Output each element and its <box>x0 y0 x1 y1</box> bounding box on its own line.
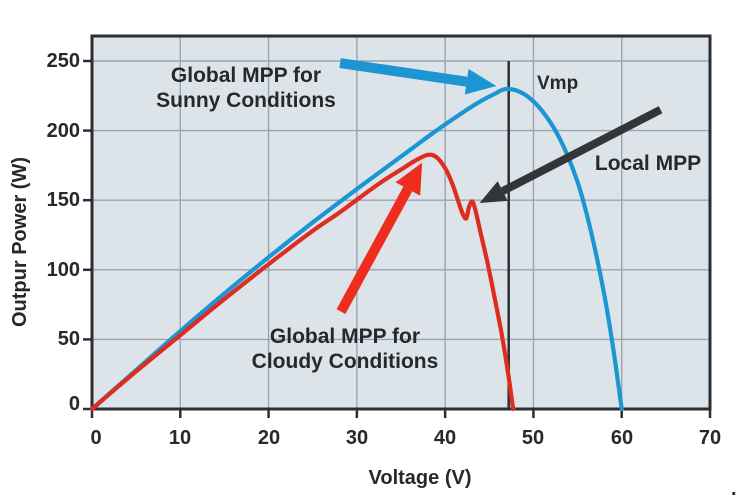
y-tick-label-100: 100 <box>46 259 80 281</box>
x-tick-label-0: 0 <box>90 427 102 449</box>
sunny-mpp-arrow-shaft <box>339 58 468 87</box>
cloudy-mpp-label-line1: Global MPP for <box>269 325 421 348</box>
y-tick-label-0: 0 <box>68 393 80 415</box>
x-tick-label-50: 50 <box>521 427 545 449</box>
sunny-mpp-label-line2: Sunny Conditions <box>156 89 336 112</box>
cloudy-mpp-arrow-head <box>395 162 423 196</box>
sunny-mpp-arrow-head <box>464 68 497 95</box>
x-tick-label-20: 20 <box>257 427 281 449</box>
cloudy-mpp-label: Global MPP for Cloudy Conditions <box>225 324 465 374</box>
y-tick-label-200: 200 <box>46 120 80 142</box>
x-tick-label-60: 60 <box>610 427 634 449</box>
y-tick-label-250: 250 <box>46 50 80 72</box>
sunny-power-curve <box>89 86 624 412</box>
x-tick-label-40: 40 <box>433 427 457 449</box>
plot-background <box>92 36 710 409</box>
y-tick-label-150: 150 <box>46 189 80 211</box>
cloudy-mpp-arrow-shaft <box>336 186 413 314</box>
x-axis-title: Voltage (V) <box>368 467 472 489</box>
stray-period-mark: . <box>731 478 737 500</box>
y-tick-label-50: 50 <box>57 328 80 350</box>
x-tick-label-30: 30 <box>345 427 369 449</box>
plot-frame <box>90 34 712 411</box>
sunny-mpp-label: Global MPP for Sunny Conditions <box>126 63 366 113</box>
x-tick-label-70: 70 <box>698 427 722 449</box>
sunny-mpp-label-line1: Global MPP for <box>170 64 322 87</box>
x-tick-label-10: 10 <box>168 427 192 449</box>
local-mpp-arrow-head <box>479 181 508 203</box>
cloudy-power-curve <box>89 152 516 412</box>
cloudy-mpp-label-line2: Cloudy Conditions <box>251 350 439 373</box>
local-mpp-label: Local MPP <box>594 152 702 175</box>
vmp-label: Vmp <box>537 73 579 94</box>
local-mpp-arrow-shaft <box>500 106 663 195</box>
y-axis-title: Outpur Power (W) <box>9 157 31 327</box>
